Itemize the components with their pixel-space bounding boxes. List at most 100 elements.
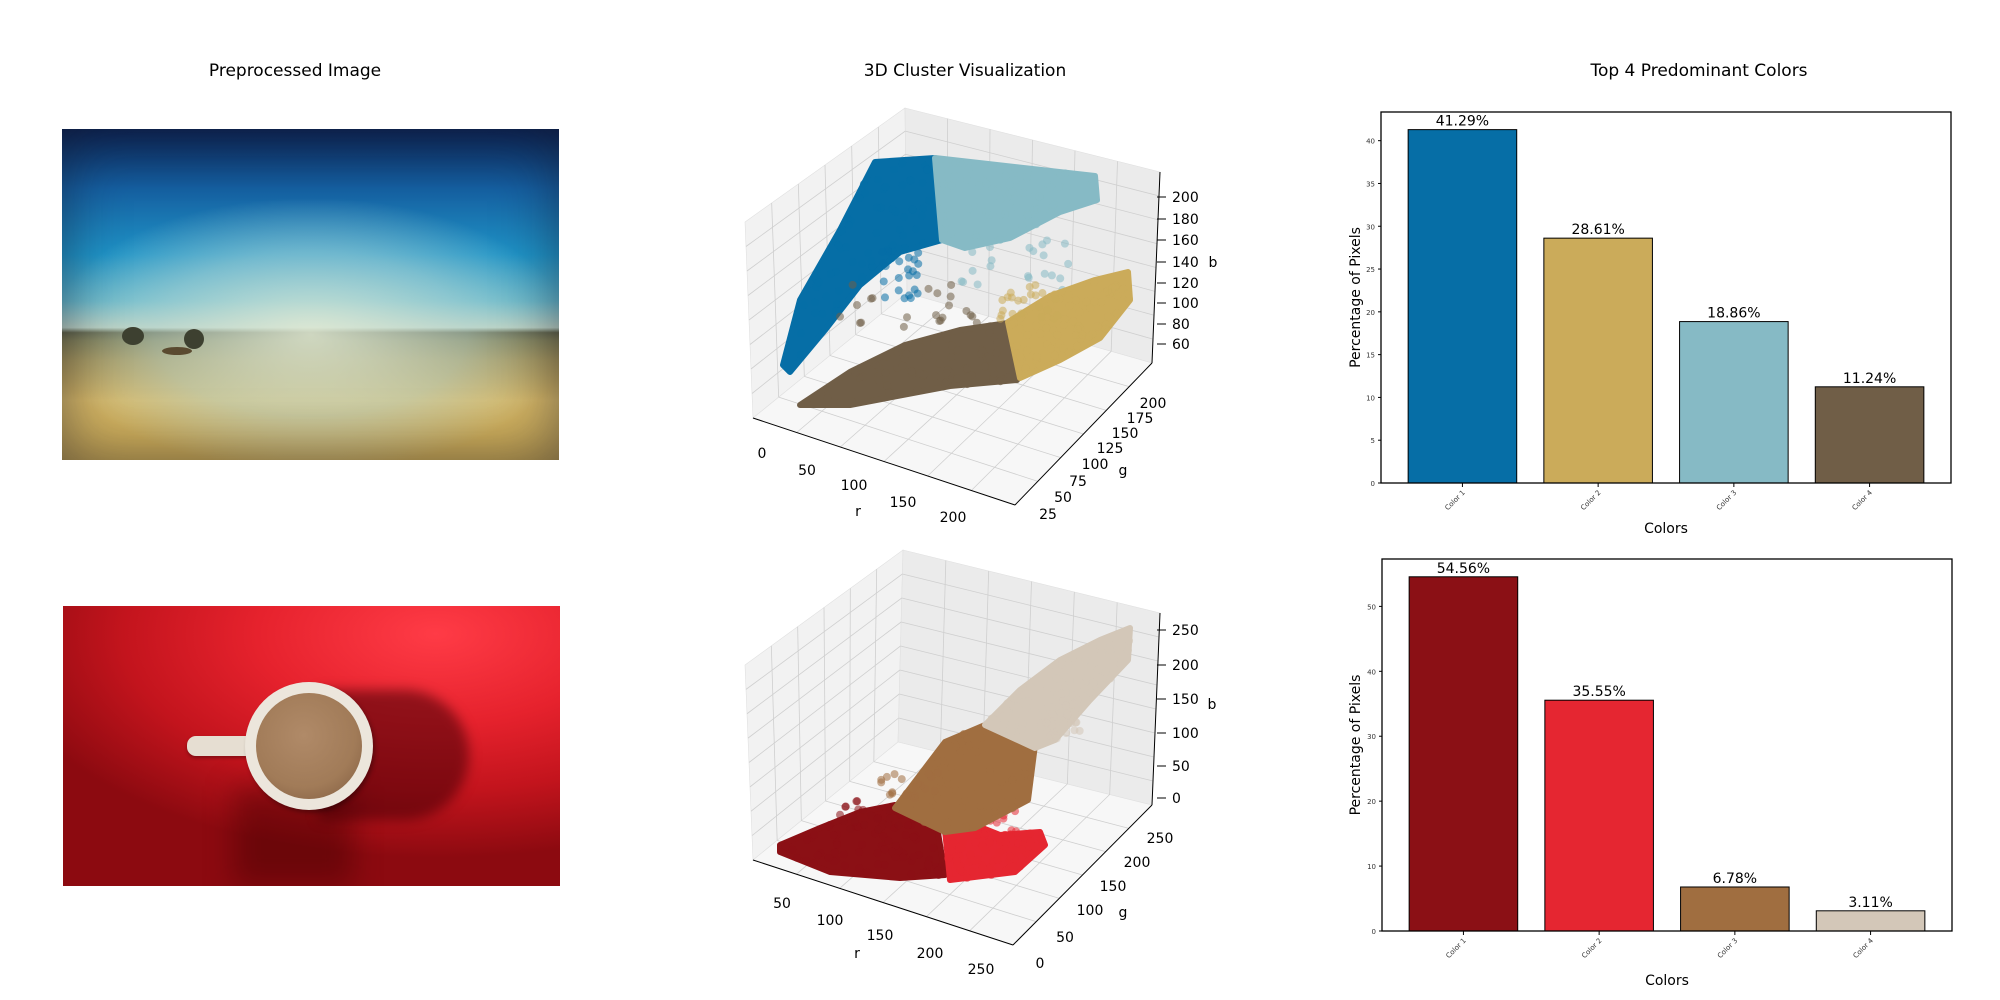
cluster-point	[1062, 182, 1071, 191]
cluster-point	[1056, 274, 1065, 283]
cluster-point	[930, 786, 939, 795]
tree-shape	[184, 329, 204, 349]
r-tick-label: 150	[867, 928, 894, 944]
cluster-point	[879, 277, 888, 286]
cluster-point	[941, 219, 950, 228]
cluster-point	[1006, 852, 1015, 861]
cluster-point	[946, 292, 955, 301]
cluster-point	[894, 821, 903, 830]
cluster-point	[1073, 696, 1082, 705]
bar-chart-1: 41.29% Color 1 28.61% Color 2 18.86% Color 3 1…	[1348, 111, 1952, 537]
cluster-point	[857, 840, 866, 849]
cluster-point	[1007, 320, 1016, 329]
cluster-point	[941, 379, 950, 388]
y-axis-label: Percentage of Pixels	[1348, 675, 1364, 816]
cluster-point	[1013, 694, 1022, 703]
cluster-point	[955, 779, 964, 788]
cluster-point	[993, 855, 1002, 864]
cluster-point	[1093, 665, 1102, 674]
cluster-point	[960, 796, 969, 805]
cluster-point	[898, 361, 907, 370]
cluster-point	[1003, 699, 1012, 708]
cluster-point	[917, 211, 926, 220]
cluster-point	[903, 313, 912, 322]
cluster-point	[848, 280, 857, 289]
cluster-point	[918, 178, 927, 187]
cluster-point	[924, 351, 933, 360]
cluster-point	[1111, 282, 1120, 291]
preprocessed-image-title: Preprocessed Image	[208, 61, 382, 81]
cluster-point	[1022, 173, 1031, 182]
cluster-point	[859, 372, 868, 381]
cluster-point	[1008, 187, 1017, 196]
cluster-point	[1014, 839, 1023, 848]
cluster-point	[904, 253, 913, 262]
cluster-point	[977, 733, 986, 742]
cluster-point	[878, 248, 887, 257]
cluster-point	[858, 259, 867, 268]
cluster-point	[1001, 838, 1010, 847]
cluster-point	[985, 838, 994, 847]
cluster-point	[900, 294, 909, 303]
g-tick-label: 125	[1097, 441, 1124, 457]
cluster-point	[1097, 298, 1106, 307]
cluster-point	[872, 360, 881, 369]
cluster-point	[1086, 303, 1095, 312]
grid-line	[746, 597, 902, 715]
b-tick-label: 200	[1172, 190, 1199, 206]
x-tick-label: Color 1	[1445, 937, 1468, 960]
bar-value-label: 54.56%	[1437, 561, 1490, 577]
grid-line	[750, 693, 900, 812]
cluster-point	[1106, 674, 1115, 683]
cluster-point	[1040, 269, 1049, 278]
cluster-point	[1123, 289, 1132, 298]
r-tick-label: 150	[890, 495, 917, 511]
cluster-point	[813, 851, 822, 860]
cluster-point	[998, 296, 1007, 305]
cluster-point	[957, 844, 966, 853]
cluster-point	[898, 181, 907, 190]
cluster-point	[836, 810, 845, 819]
cluster-point	[1007, 727, 1016, 736]
cluster-point	[831, 306, 840, 315]
y-tick-label: 20	[1366, 309, 1375, 317]
r-tick-label: 100	[841, 478, 868, 494]
cluster-point	[873, 814, 882, 823]
cluster-point	[1055, 182, 1064, 191]
cluster-point	[913, 802, 922, 811]
cluster-point	[818, 309, 827, 318]
cluster-point	[1023, 346, 1032, 355]
cluster-point	[1090, 278, 1099, 287]
y-tick-label: 15	[1366, 352, 1375, 360]
cluster-point	[814, 278, 823, 287]
cluster-point	[1011, 176, 1020, 185]
cluster-point	[1042, 323, 1051, 332]
y-tick-label: 50	[1367, 603, 1376, 611]
cluster-point	[1019, 833, 1028, 842]
cluster-point	[1070, 709, 1079, 718]
cluster-point	[935, 359, 944, 368]
cluster-point	[841, 802, 850, 811]
cluster-point	[890, 770, 899, 779]
cluster-point	[1023, 331, 1032, 340]
cluster-point	[1036, 329, 1045, 338]
cluster-point	[884, 820, 893, 829]
cluster-point	[1106, 645, 1115, 654]
cluster-point	[996, 235, 1005, 244]
cluster-point	[880, 845, 889, 854]
cluster-point	[919, 204, 928, 213]
coffee-cup-image	[63, 606, 560, 886]
cluster-point	[993, 338, 1002, 347]
x-tick-label: Color 4	[1852, 936, 1876, 960]
cluster-point	[936, 777, 945, 786]
cluster-point	[963, 211, 972, 220]
cluster-point	[1089, 678, 1098, 687]
b-axis-label: b	[1208, 697, 1217, 713]
g-tick-label: 25	[1039, 507, 1057, 523]
cluster-point	[1075, 307, 1084, 316]
cluster-point	[1088, 330, 1097, 339]
cluster-point	[919, 868, 928, 877]
cluster-point	[1001, 171, 1010, 180]
cluster-point	[877, 778, 886, 787]
bar-value-label: 41.29%	[1436, 114, 1489, 130]
